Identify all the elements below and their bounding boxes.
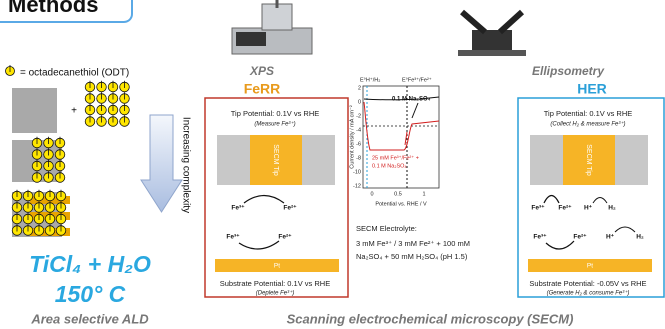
- electrode-label: Pt: [587, 263, 593, 270]
- x-tick-label: 1: [422, 191, 425, 197]
- tip-note: (Measure Fe³⁺): [254, 121, 295, 128]
- xps-instrument: [232, 0, 312, 54]
- electrode-label: Pt: [274, 263, 280, 270]
- potential-marker: E°H⁺/H₂: [360, 76, 380, 83]
- tip-label: SECM Tip: [272, 144, 279, 176]
- x-axis-label: Potential vs. RHE / V: [375, 201, 427, 207]
- arrow-label: Increasing complexity: [180, 117, 191, 213]
- complexity-arrow: [141, 115, 182, 212]
- tip-species: Fe³⁺: [531, 205, 545, 212]
- tip-label: SECM Tip: [585, 144, 592, 176]
- substrate-note: (Generate H₂ & consume Fe³⁺): [547, 290, 630, 297]
- legend-black: 0.1 M Na₂SO₄: [392, 97, 431, 103]
- tip-potential: Tip Potential: 0.1V vs RHE: [544, 109, 633, 118]
- ellipsometry-instrument: [458, 12, 526, 56]
- her-title: HER: [577, 81, 607, 97]
- tip-species: Fe²⁺: [558, 205, 572, 212]
- instrument-label: Ellipsometry: [532, 64, 605, 78]
- y-tick-label: 0: [358, 99, 361, 105]
- left-caption: Area selective ALD: [30, 311, 149, 326]
- y-tick-label: -4: [356, 127, 361, 133]
- substrate: [12, 88, 57, 133]
- substrate-potential: Substrate Potential: -0.05V vs RHE: [529, 279, 646, 288]
- y-tick-label: -10: [353, 169, 361, 175]
- tip-species: Fe³⁺: [231, 205, 245, 212]
- y-axis-label: Current density / mA cm⁻²: [349, 105, 355, 169]
- substrate-species: H₂: [636, 234, 644, 241]
- electrolyte-title: SECM Electrolyte:: [356, 224, 417, 233]
- substrate-potential: Substrate Potential: 0.1V vs RHE: [220, 279, 330, 288]
- header-title: Methods: [8, 0, 98, 17]
- legend-red: 0.1 M Na₂SO₄: [372, 163, 407, 169]
- slide: Methods XPS Ellipsometry = octadecanethi…: [0, 0, 665, 329]
- potential-marker: E°Fe³⁺/Fe²⁺: [402, 76, 432, 83]
- substrate-species: Fe²⁺: [573, 234, 587, 241]
- legend-red: 25 mM Fe³⁺/Fe²⁺ +: [372, 154, 419, 161]
- odt-legend: = octadecanethiol (ODT): [20, 68, 129, 79]
- ferr-title: FeRR: [244, 81, 281, 97]
- tip-species: H₂: [608, 205, 616, 212]
- electrolyte-line: Na₂SO₄ + 50 mM H₂SO₄ (pH 1.5): [356, 252, 468, 261]
- temperature: 150° C: [55, 281, 126, 307]
- odt-icon: [6, 65, 15, 76]
- substrate-note: (Deplete Fe³⁺): [256, 290, 295, 297]
- y-tick-label: -2: [356, 113, 361, 119]
- substrate-species: Fe³⁺: [533, 234, 547, 241]
- tip-species: H⁺: [584, 205, 593, 212]
- footer-caption: Scanning electrochemical microscopy (SEC…: [287, 311, 574, 326]
- tip-potential: Tip Potential: 0.1V vs RHE: [231, 109, 320, 118]
- page: {"header": {"title": "Methods"}, "instru…: [0, 0, 665, 329]
- plus: +: [71, 106, 77, 117]
- tip-note: (Collect H₂ & measure Fe³⁺): [550, 121, 625, 128]
- y-tick-label: -8: [356, 155, 361, 161]
- substrate-species: Fe³⁺: [226, 234, 240, 241]
- substrate-species: H⁺: [606, 234, 615, 241]
- tip-species: Fe²⁺: [283, 205, 297, 212]
- chemistry: TiCl₄ + H₂O: [29, 251, 151, 277]
- y-tick-label: -12: [353, 183, 361, 189]
- y-tick-label: 2: [358, 85, 361, 91]
- x-tick-label: 0: [370, 191, 373, 197]
- y-tick-label: -6: [356, 141, 361, 147]
- x-tick-label: 0.5: [394, 191, 402, 197]
- instrument-label: XPS: [249, 64, 274, 78]
- substrate-species: Fe²⁺: [278, 234, 292, 241]
- electrolyte-line: 3 mM Fe³⁺ / 3 mM Fe²⁺ + 100 mM: [356, 239, 470, 248]
